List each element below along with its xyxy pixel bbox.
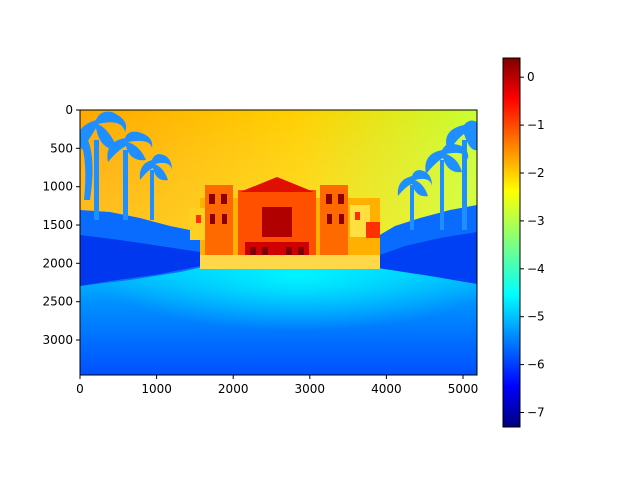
y-tick-label: 2500 [42, 295, 73, 309]
y-tick: 0 [65, 103, 80, 117]
x-tick: 2000 [218, 375, 249, 396]
y-tick-label: 1500 [42, 218, 73, 232]
x-tick-label: 5000 [448, 382, 479, 396]
colorbar-tick-label: −1 [527, 118, 545, 132]
y-tick-label: 500 [50, 141, 73, 155]
colorbar-tick: −5 [520, 310, 545, 324]
y-axis: 0 500 1000 1500 2000 2500 3000 [42, 103, 80, 347]
y-tick-label: 0 [65, 103, 73, 117]
x-tick-label: 0 [76, 382, 84, 396]
colorbar-tick-label: −6 [527, 358, 545, 372]
colorbar-tick: −1 [520, 118, 545, 132]
y-tick-label: 2000 [42, 256, 73, 270]
colorbar-tick: −7 [520, 406, 545, 420]
left-palms [80, 111, 172, 220]
x-tick-label: 2000 [218, 382, 249, 396]
y-tick-label: 1000 [42, 180, 73, 194]
y-tick: 2000 [42, 256, 80, 270]
x-tick-label: 4000 [371, 382, 402, 396]
building [190, 177, 380, 269]
colorbar: 0 −1 −2 −3 −4 −5 −6 −7 [502, 57, 545, 428]
colorbar-tick-label: 0 [527, 70, 535, 84]
colorbar-frame [502, 57, 521, 428]
right-trees-dark [378, 232, 477, 284]
x-tick-label: 3000 [295, 382, 326, 396]
colorbar-tick-label: −3 [527, 214, 545, 228]
x-axis: 0 1000 2000 3000 4000 5000 [76, 375, 478, 396]
x-tick: 0 [76, 375, 84, 396]
left-trees-dark [80, 235, 220, 286]
plot-frame [79, 109, 478, 376]
colorbar-gradient [503, 58, 520, 427]
x-tick: 5000 [448, 375, 479, 396]
right-palms [397, 120, 477, 230]
x-tick: 3000 [295, 375, 326, 396]
x-tick-label: 1000 [141, 382, 172, 396]
y-tick: 500 [50, 141, 80, 155]
y-tick: 1000 [42, 180, 80, 194]
colorbar-tick: −2 [520, 166, 545, 180]
colorbar-tick: −4 [520, 262, 545, 276]
x-tick: 1000 [141, 375, 172, 396]
y-tick-label: 3000 [42, 333, 73, 347]
colorbar-tick-label: −4 [527, 262, 545, 276]
heatmap-image [80, 110, 477, 375]
y-tick: 2500 [42, 295, 80, 309]
x-tick: 4000 [371, 375, 402, 396]
colorbar-tick: −3 [520, 214, 545, 228]
colorbar-tick: 0 [520, 70, 535, 84]
ground-glow [80, 265, 477, 375]
y-tick: 1500 [42, 218, 80, 232]
colorbar-tick-label: −2 [527, 166, 545, 180]
colorbar-tick-label: −5 [527, 310, 545, 324]
colorbar-tick-label: −7 [527, 406, 545, 420]
y-tick: 3000 [42, 333, 80, 347]
colorbar-tick: −6 [520, 358, 545, 372]
